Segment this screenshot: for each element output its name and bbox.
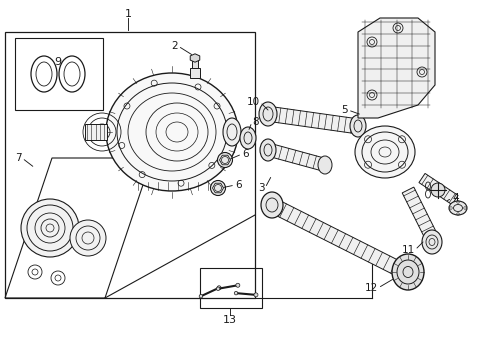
- Ellipse shape: [21, 199, 79, 257]
- Ellipse shape: [254, 293, 258, 297]
- Text: 3: 3: [258, 183, 265, 193]
- Bar: [85, 124, 107, 140]
- Ellipse shape: [431, 183, 445, 197]
- Polygon shape: [269, 198, 408, 279]
- Text: 6: 6: [242, 149, 248, 159]
- Text: 8: 8: [252, 117, 259, 127]
- Text: 12: 12: [365, 283, 378, 293]
- Ellipse shape: [261, 192, 283, 218]
- Text: 5: 5: [342, 105, 348, 115]
- Text: 4: 4: [452, 193, 459, 203]
- Polygon shape: [269, 144, 327, 171]
- Polygon shape: [358, 18, 435, 118]
- Ellipse shape: [355, 126, 415, 178]
- Ellipse shape: [223, 118, 241, 146]
- Ellipse shape: [217, 286, 221, 290]
- Polygon shape: [269, 107, 356, 134]
- Ellipse shape: [199, 294, 203, 298]
- Ellipse shape: [211, 180, 225, 195]
- Ellipse shape: [392, 254, 424, 290]
- Text: 7: 7: [15, 153, 22, 163]
- Ellipse shape: [318, 156, 332, 174]
- Polygon shape: [402, 187, 438, 241]
- Bar: [192, 60, 198, 68]
- Text: 6: 6: [235, 180, 242, 190]
- Polygon shape: [419, 174, 458, 204]
- Text: 1: 1: [124, 9, 131, 19]
- Ellipse shape: [70, 220, 106, 256]
- Ellipse shape: [449, 201, 467, 215]
- Bar: [200, 268, 262, 308]
- Text: 11: 11: [402, 245, 415, 255]
- Ellipse shape: [422, 230, 442, 254]
- Ellipse shape: [218, 153, 232, 167]
- Ellipse shape: [234, 291, 238, 295]
- Ellipse shape: [106, 73, 238, 191]
- Ellipse shape: [240, 127, 256, 149]
- Text: 13: 13: [223, 315, 237, 325]
- Bar: [190, 68, 200, 78]
- Text: 10: 10: [247, 97, 260, 107]
- Ellipse shape: [217, 287, 220, 291]
- Text: 2: 2: [172, 41, 178, 51]
- Polygon shape: [190, 54, 200, 62]
- Bar: [15, 38, 103, 110]
- Text: 9: 9: [54, 57, 62, 67]
- Ellipse shape: [350, 115, 366, 137]
- Bar: [5, 32, 255, 298]
- Ellipse shape: [260, 139, 276, 161]
- Ellipse shape: [259, 102, 277, 126]
- Ellipse shape: [236, 283, 240, 287]
